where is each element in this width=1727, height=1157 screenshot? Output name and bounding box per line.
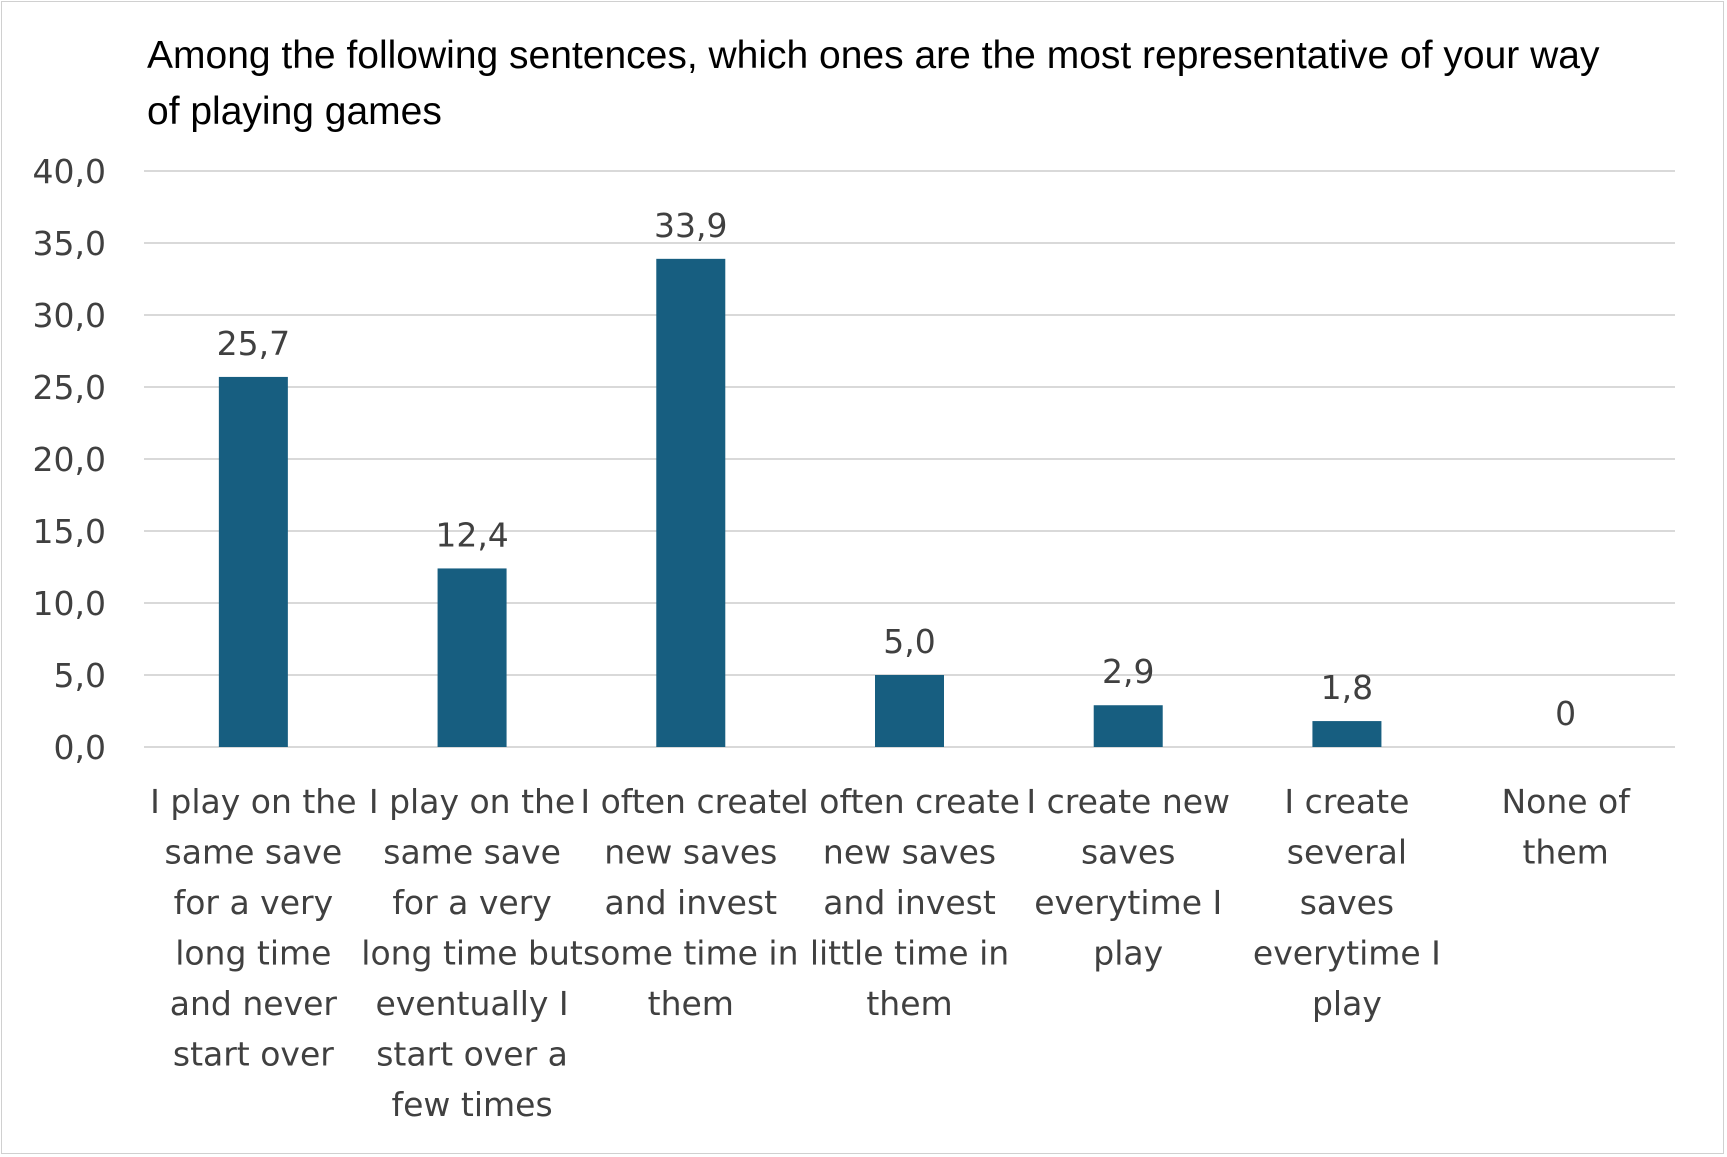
data-label: 33,9 bbox=[654, 206, 727, 245]
y-tick-label: 20,0 bbox=[33, 440, 106, 479]
y-tick-label: 0,0 bbox=[54, 728, 106, 767]
data-label: 1,8 bbox=[1321, 668, 1373, 707]
data-label: 0 bbox=[1555, 694, 1576, 733]
x-tick-label: I play on the same save for a very long tim… bbox=[361, 782, 583, 1124]
y-tick-label: 40,0 bbox=[33, 152, 106, 191]
x-tick-label: I often create new saves and invest little … bbox=[799, 782, 1020, 1023]
x-tick-label: I often create new saves and invest some ti… bbox=[580, 782, 801, 1023]
x-tick-label: None of them bbox=[1501, 782, 1631, 872]
chart-title: Among the following sentences, which one… bbox=[147, 34, 1600, 133]
y-tick-label: 15,0 bbox=[33, 512, 106, 551]
bar bbox=[218, 376, 288, 747]
data-label: 12,4 bbox=[435, 515, 508, 554]
y-tick-label: 30,0 bbox=[33, 296, 106, 335]
data-label: 2,9 bbox=[1102, 652, 1154, 691]
data-label: 25,7 bbox=[217, 324, 290, 363]
bar bbox=[1312, 721, 1382, 747]
bar bbox=[437, 568, 507, 747]
bar bbox=[875, 675, 944, 747]
bar bbox=[656, 258, 726, 747]
y-tick-label: 5,0 bbox=[54, 656, 106, 695]
bar bbox=[1093, 705, 1163, 747]
y-tick-label: 25,0 bbox=[33, 368, 106, 407]
y-tick-label: 10,0 bbox=[33, 584, 106, 623]
x-tick-label: I play on the same save for a very long tim… bbox=[150, 782, 356, 1074]
y-tick-label: 35,0 bbox=[33, 224, 106, 263]
data-label: 5,0 bbox=[883, 622, 935, 661]
